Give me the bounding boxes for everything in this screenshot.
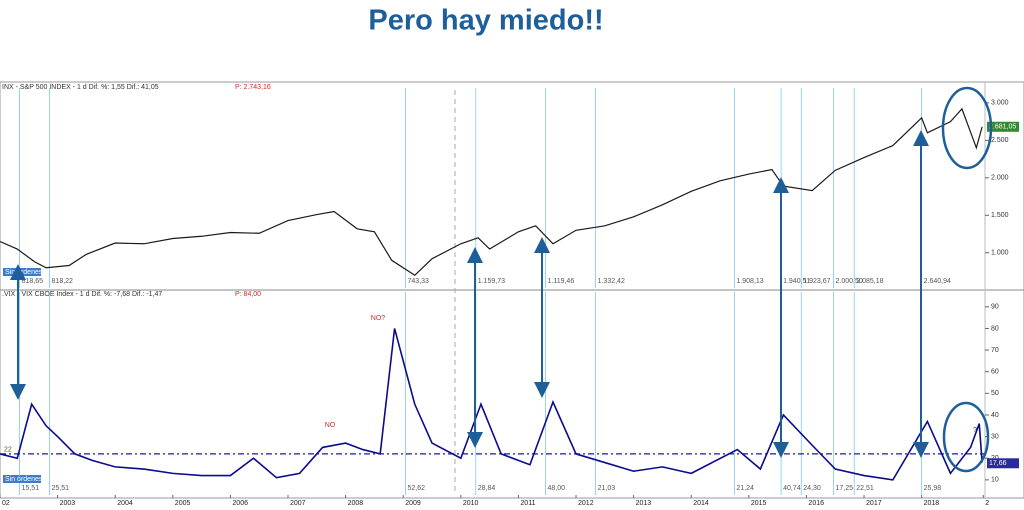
event-label: 40,74 — [783, 485, 801, 492]
event-label: 17,25 — [836, 485, 854, 492]
order-status: Sin órdenes — [5, 476, 43, 483]
y-tick-label: 10 — [991, 477, 999, 484]
x-tick-label: 2010 — [463, 500, 479, 507]
y-tick-label: 50 — [991, 390, 999, 397]
order-status: Sin órdenes — [5, 269, 43, 276]
x-tick-label: 2015 — [751, 500, 767, 507]
x-tick-label: 2008 — [348, 500, 364, 507]
annotations-overlay — [941, 86, 993, 473]
note: NO — [325, 422, 336, 429]
x-tick-label: 2007 — [290, 500, 306, 507]
x-tick-label: 2017 — [866, 500, 882, 507]
highlight-circle — [942, 401, 990, 473]
event-label: 1.940,51 — [783, 278, 810, 285]
event-label: 1.119,46 — [547, 278, 574, 285]
x-tick-label: 2005 — [175, 500, 191, 507]
event-label: 21,24 — [736, 485, 754, 492]
event-label: 15,51 — [22, 485, 40, 492]
y-tick-label: 2.500 — [991, 137, 1009, 144]
event-label: 818,65 — [22, 278, 44, 285]
event-label: 1.159,73 — [478, 278, 505, 285]
event-label: 21,03 — [598, 485, 616, 492]
x-tick-label: 2018 — [924, 500, 940, 507]
note: NO? — [371, 315, 386, 322]
event-label: 22,51 — [856, 485, 874, 492]
x-tick-label: 2006 — [232, 500, 248, 507]
event-label: 743,33 — [408, 278, 430, 285]
event-label: 52,62 — [408, 485, 426, 492]
highlight-circle — [941, 86, 993, 170]
x-tick-label: 2016 — [808, 500, 824, 507]
x-tick-label: 2009 — [405, 500, 421, 507]
event-label: 818,22 — [52, 278, 74, 285]
event-label: 25,98 — [924, 485, 942, 492]
event-label: 2.640,94 — [924, 278, 951, 285]
panel-header: .VIX - VIX CBOE Index - 1 d Dif. %: -7,6… — [2, 291, 162, 298]
reference-label: 22 — [4, 447, 12, 454]
event-label: 24,30 — [803, 485, 821, 492]
y-tick-label: 40 — [991, 412, 999, 419]
x-tick-label: 2 — [985, 500, 989, 507]
series-line — [0, 107, 983, 277]
x-tick-label: 2013 — [636, 500, 652, 507]
y-tick-label: 30 — [991, 433, 999, 440]
x-tick-label: 2012 — [578, 500, 594, 507]
current-value-label: 2.681,05 — [989, 124, 1016, 131]
current-value-box — [987, 458, 1019, 469]
y-tick-label: 80 — [991, 325, 999, 332]
event-label: 2.085,18 — [856, 278, 883, 285]
note: ? — [973, 427, 977, 434]
x-tick-label: 2014 — [693, 500, 709, 507]
current-value-label: 17,66 — [989, 460, 1007, 467]
panel-header: INX - S&P 500 INDEX - 1 d Dif. %: 1,55 D… — [2, 84, 159, 91]
y-tick-label: 3.000 — [991, 100, 1009, 107]
arrows — [10, 130, 929, 458]
y-tick-label: 2.000 — [991, 175, 1009, 182]
event-label: 48,00 — [547, 485, 565, 492]
y-tick-label: 1.000 — [991, 250, 1009, 257]
y-tick-label: 90 — [991, 304, 999, 311]
event-label: 1.332,42 — [598, 278, 625, 285]
y-tick-label: 70 — [991, 347, 999, 354]
current-value-box — [987, 121, 1019, 132]
status-badge — [3, 475, 41, 483]
event-label: 1.908,13 — [736, 278, 763, 285]
x-tick-label: 2004 — [117, 500, 133, 507]
event-label: 28,84 — [478, 485, 496, 492]
event-label: 2.000,50 — [836, 278, 863, 285]
price-label: P: 84,00 — [235, 291, 261, 298]
slide-title: Pero hay miedo!! — [368, 5, 603, 37]
x-tick-label: 02 — [2, 500, 10, 507]
y-tick-label: 60 — [991, 369, 999, 376]
x-tick-label: 2003 — [60, 500, 76, 507]
series-line — [0, 328, 983, 481]
event-label: 25,51 — [52, 485, 70, 492]
event-label: 1.923,67 — [803, 278, 830, 285]
x-tick-label: 2011 — [520, 500, 535, 507]
price-label: P: 2.743,16 — [235, 84, 271, 91]
y-tick-label: 1.500 — [991, 212, 1009, 219]
